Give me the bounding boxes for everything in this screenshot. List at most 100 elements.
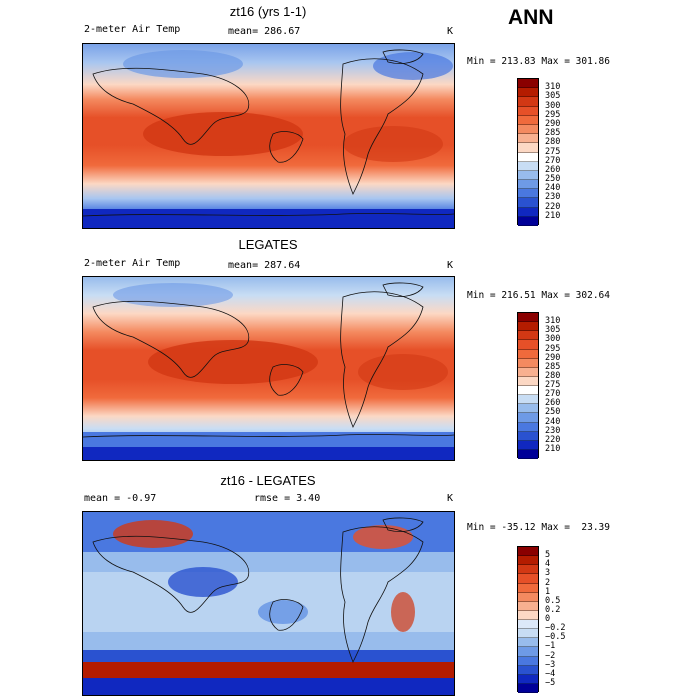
colorbar-tick-label: 310 xyxy=(545,82,561,93)
colorbar-tick-label: 0.5 xyxy=(545,595,561,606)
panel3-minmax: Min = -35.12 Max = 23.39 xyxy=(467,522,610,533)
panel3-unit-label: K xyxy=(447,493,454,504)
colorbar-tick-label: −0.2 xyxy=(545,623,566,634)
colorbar-swatch xyxy=(518,134,538,144)
colorbar-swatch xyxy=(518,422,538,432)
colorbar-tick-label: 2 xyxy=(545,577,551,588)
panel2-mean-label: mean= 287.64 xyxy=(228,260,301,271)
colorbar-tick-label: 250 xyxy=(545,174,561,185)
panel1-mean-label: mean= 286.67 xyxy=(228,26,301,37)
colorbar-tick-label: 290 xyxy=(545,118,561,129)
colorbar-tick-label: 260 xyxy=(545,398,561,409)
panel2-colorbar xyxy=(517,312,539,459)
colorbar-swatch xyxy=(518,124,538,135)
colorbar-swatch xyxy=(518,683,538,693)
colorbar-swatch xyxy=(518,97,538,107)
colorbar-tick-label: 285 xyxy=(545,128,561,139)
colorbar-swatch xyxy=(518,665,538,675)
colorbar-tick-label: 230 xyxy=(545,192,561,203)
season-label: ANN xyxy=(508,6,554,29)
colorbar-tick-label: −3 xyxy=(545,659,556,670)
colorbar-swatch xyxy=(518,170,538,181)
colorbar-swatch xyxy=(518,322,538,332)
colorbar-swatch xyxy=(518,180,538,190)
colorbar-swatch xyxy=(518,340,538,350)
colorbar-tick-label: 220 xyxy=(545,201,561,212)
colorbar-swatch xyxy=(518,556,538,566)
colorbar-swatch xyxy=(518,216,538,226)
colorbar-tick-label: 280 xyxy=(545,137,561,148)
colorbar-swatch xyxy=(518,565,538,575)
colorbar-swatch xyxy=(518,88,538,98)
colorbar-swatch xyxy=(518,115,538,125)
colorbar-tick-label: 0.2 xyxy=(545,604,561,615)
colorbar-swatch xyxy=(518,106,538,116)
colorbar-swatch xyxy=(518,413,538,423)
colorbar-tick-label: 290 xyxy=(545,352,561,363)
colorbar-tick-label: 295 xyxy=(545,343,561,354)
panel2-variable-label: 2-meter Air Temp xyxy=(84,258,181,269)
colorbar-swatch xyxy=(518,79,538,89)
colorbar-swatch xyxy=(518,656,538,666)
colorbar-tick-label: −0.5 xyxy=(545,632,566,643)
panel1-variable-label: 2-meter Air Temp xyxy=(84,24,181,35)
colorbar-swatch xyxy=(518,386,538,396)
panel2-title: LEGATES xyxy=(238,237,298,252)
colorbar-swatch xyxy=(518,349,538,359)
colorbar-swatch xyxy=(518,610,538,620)
colorbar-swatch xyxy=(518,331,538,341)
colorbar-swatch xyxy=(518,440,538,450)
colorbar-tick-label: 270 xyxy=(545,389,561,400)
panel1-minmax: Min = 213.83 Max = 301.86 xyxy=(467,56,610,67)
colorbar-tick-label: 295 xyxy=(545,109,561,120)
colorbar-tick-label: 285 xyxy=(545,361,561,372)
colorbar-swatch xyxy=(518,367,538,377)
colorbar-swatch xyxy=(518,647,538,657)
colorbar-swatch xyxy=(518,431,538,441)
colorbar-tick-label: −2 xyxy=(545,650,556,661)
panel3-title: zt16 - LEGATES xyxy=(220,473,316,488)
colorbar-tick-label: 300 xyxy=(545,100,561,111)
colorbar-tick-label: 250 xyxy=(545,407,561,418)
colorbar-swatch xyxy=(518,395,538,405)
panel1-unit-label: K xyxy=(447,26,454,37)
panel3-colorbar xyxy=(517,546,539,693)
colorbar-swatch xyxy=(518,629,538,639)
colorbar-tick-label: 260 xyxy=(545,164,561,175)
colorbar-swatch xyxy=(518,583,538,593)
colorbar-tick-label: 240 xyxy=(545,183,561,194)
colorbar-tick-label: 275 xyxy=(545,146,561,157)
colorbar-tick-label: 275 xyxy=(545,380,561,390)
colorbar-swatch xyxy=(518,207,538,217)
colorbar-tick-label: 210 xyxy=(545,443,561,454)
colorbar-tick-label: −4 xyxy=(545,668,556,679)
colorbar-swatch xyxy=(518,152,538,162)
panel1-title: zt16 (yrs 1-1) xyxy=(229,4,307,19)
colorbar-swatch xyxy=(518,547,538,557)
colorbar-tick-label: 270 xyxy=(545,155,561,166)
colorbar-tick-label: 310 xyxy=(545,316,561,327)
colorbar-tick-label: 305 xyxy=(545,325,561,336)
colorbar-tick-label: 5 xyxy=(545,550,551,561)
colorbar-swatch xyxy=(518,601,538,611)
colorbar-swatch xyxy=(518,638,538,648)
colorbar-swatch xyxy=(518,198,538,208)
colorbar-tick-label: 305 xyxy=(545,91,561,102)
colorbar-swatch xyxy=(518,161,538,171)
colorbar-swatch xyxy=(518,143,538,153)
colorbar-swatch xyxy=(518,189,538,199)
colorbar-tick-label: 220 xyxy=(545,434,561,445)
panel1-map xyxy=(82,43,455,229)
panel3-rmse-label: rmse = 3.40 xyxy=(254,493,321,504)
colorbar-swatch xyxy=(518,592,538,602)
colorbar-tick-label: −1 xyxy=(545,641,556,652)
panel2-map xyxy=(82,276,455,461)
colorbar-swatch xyxy=(518,313,538,323)
panel2-minmax: Min = 216.51 Max = 302.64 xyxy=(467,290,610,301)
colorbar-tick-label: 1 xyxy=(545,586,551,597)
panel3-map-plot xyxy=(83,512,454,695)
colorbar-tick-label: 3 xyxy=(545,568,551,579)
colorbar-tick-label: 4 xyxy=(545,559,551,570)
colorbar-tick-label: 210 xyxy=(545,210,561,221)
colorbar-tick-label: 240 xyxy=(545,416,561,427)
